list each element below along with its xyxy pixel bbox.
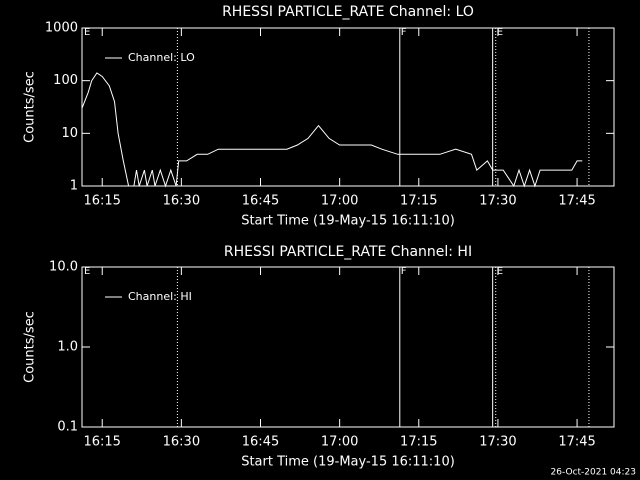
x-axis-label: Start Time (19-May-15 16:11:10): [241, 455, 455, 470]
legend-label: Channel: HI: [128, 290, 192, 303]
data-line: [81, 72, 583, 188]
x-tick-label: 16:45: [242, 435, 279, 450]
y-axis-label: Counts/sec: [23, 311, 38, 383]
x-axis-label: Start Time (19-May-15 16:11:10): [241, 214, 455, 229]
x-tick-label: 16:15: [83, 194, 120, 209]
x-tick-label: 17:30: [479, 435, 516, 450]
y-tick-label: 10: [61, 126, 78, 141]
y-axis-label: Counts/sec: [23, 71, 38, 143]
y-tick-label: 1: [70, 179, 78, 194]
legend-label: Channel: LO: [128, 51, 195, 64]
x-tick-label: 17:45: [558, 194, 595, 209]
x-tick-label: 17:15: [400, 435, 437, 450]
event-label: E: [497, 27, 503, 38]
x-tick-label: 17:30: [479, 194, 516, 209]
x-tick-label: 16:45: [242, 194, 279, 209]
x-tick-label: 17:45: [558, 435, 595, 450]
flag-label: E: [84, 27, 90, 38]
x-tick-label: 16:30: [163, 194, 200, 209]
chart-title: RHESSI PARTICLE_RATE Channel: LO: [222, 4, 474, 20]
y-tick-label: 0.1: [57, 420, 78, 435]
x-tick-label: 17:15: [400, 194, 437, 209]
event-label: E: [497, 266, 503, 277]
chart-title: RHESSI PARTICLE_RATE Channel: HI: [224, 244, 472, 260]
x-tick-label: 16:15: [83, 435, 120, 450]
x-tick-label: 17:00: [321, 194, 358, 209]
x-tick-label: 17:00: [321, 435, 358, 450]
footer: 26-Oct-2021 04:23: [551, 468, 636, 478]
flag-label: E: [84, 266, 90, 277]
event-label: F: [401, 27, 407, 38]
y-tick-label: 1.0: [57, 340, 78, 355]
x-tick-label: 16:30: [163, 435, 200, 450]
y-tick-label: 100: [53, 73, 78, 88]
y-tick-label: 10.0: [49, 260, 78, 275]
event-label: F: [401, 266, 407, 277]
y-tick-label: 1000: [45, 21, 78, 36]
